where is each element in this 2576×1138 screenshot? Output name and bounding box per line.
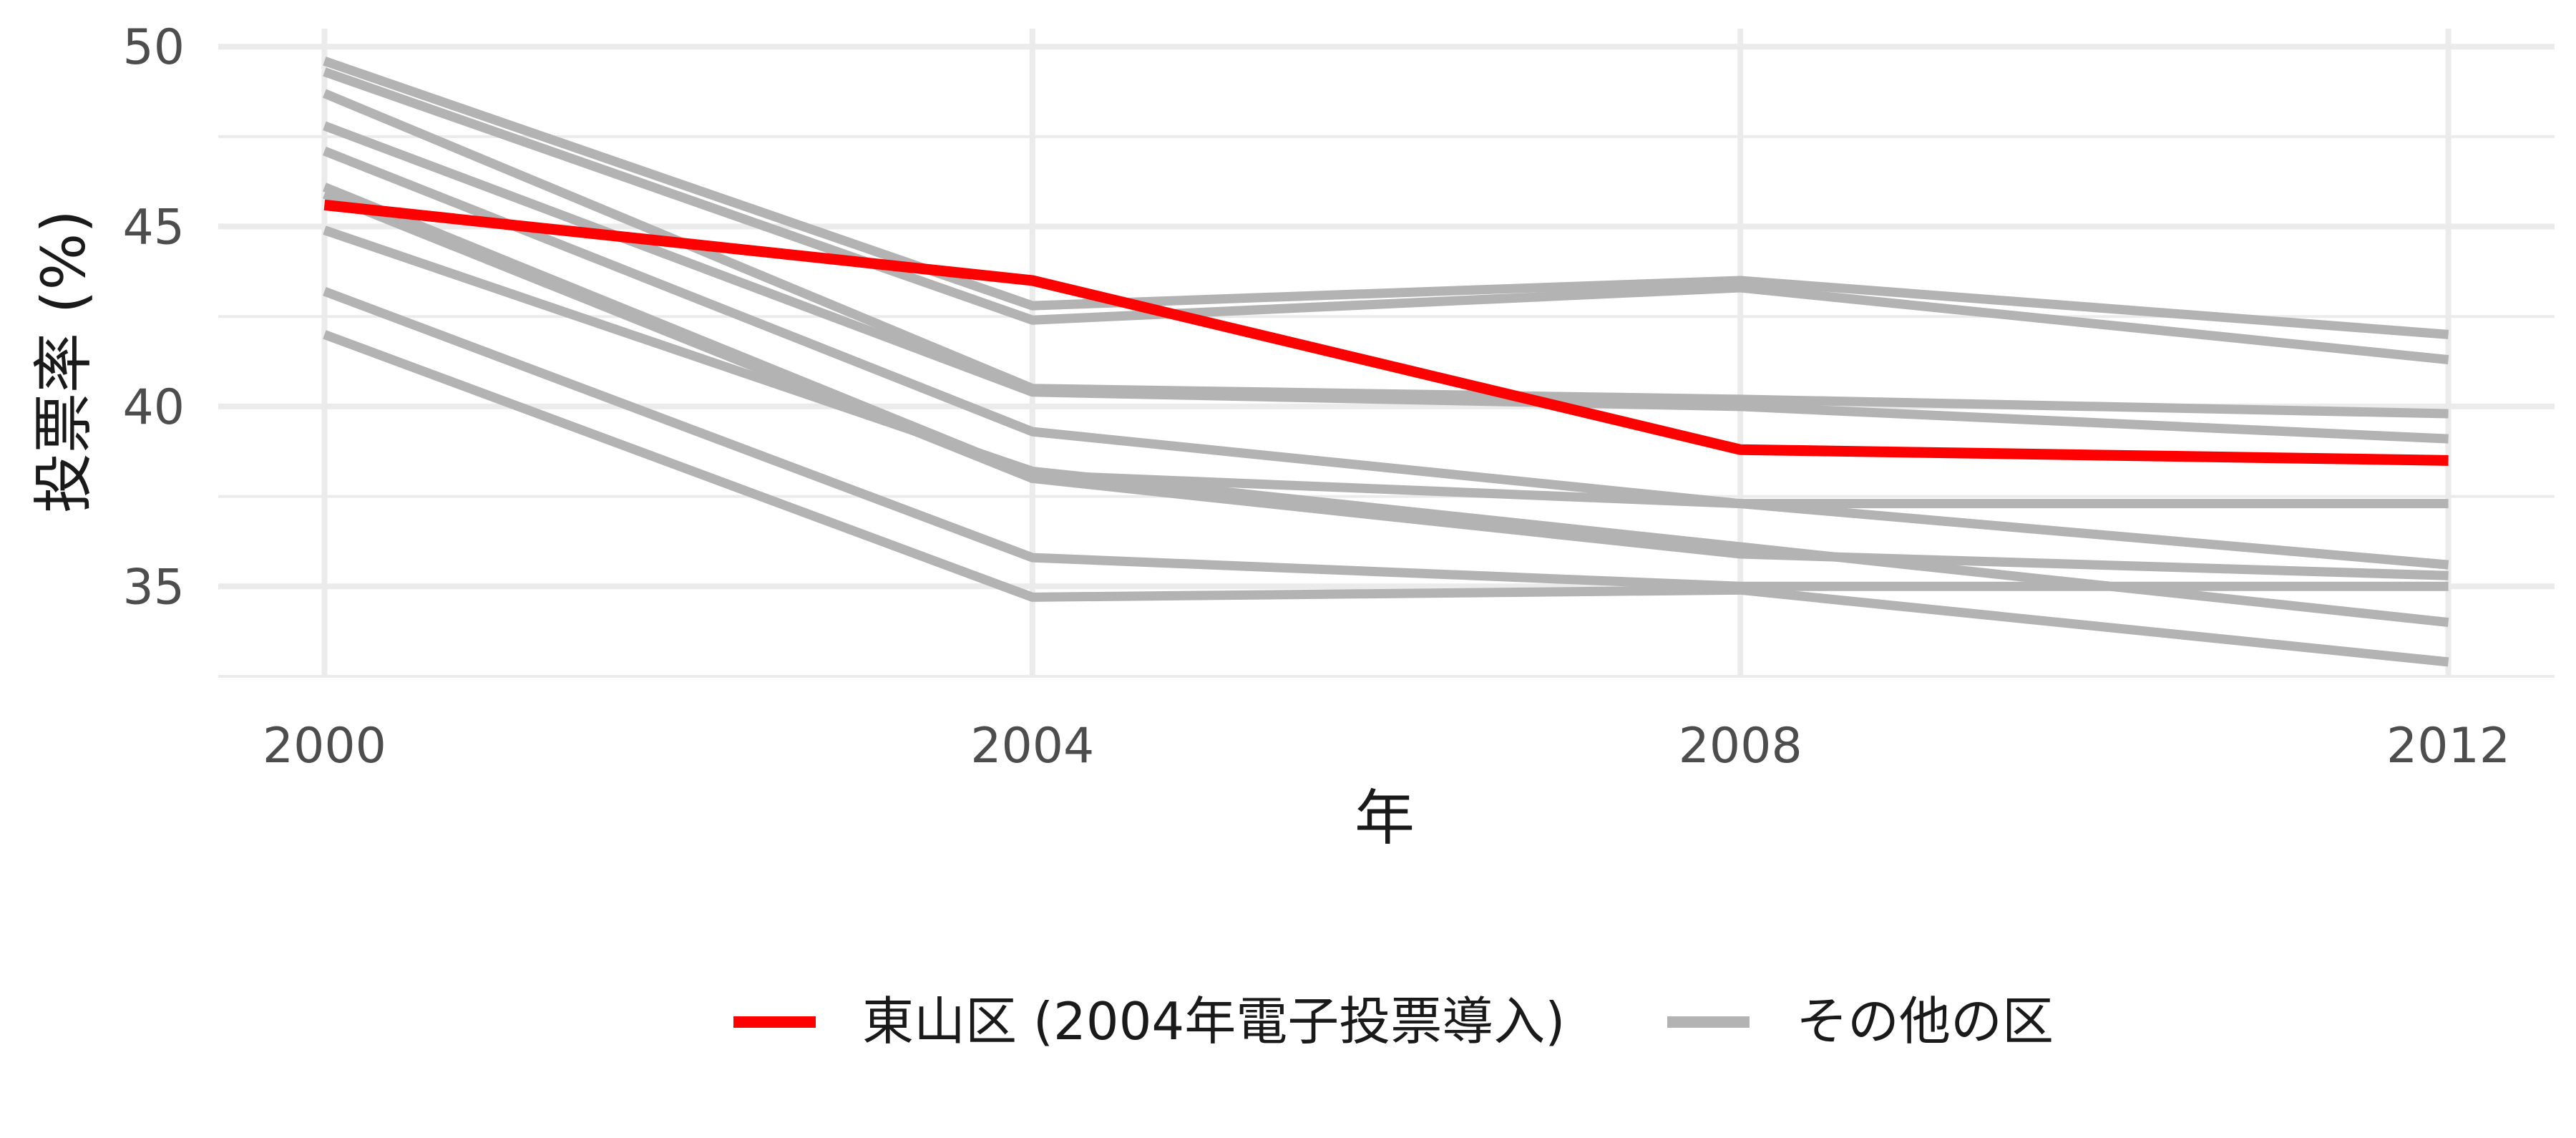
- x-tick-label: 2008: [1679, 718, 1802, 774]
- x-tick-label: 2000: [263, 718, 386, 774]
- x-axis-title: 年: [1355, 783, 1415, 853]
- y-axis-tick-labels: 35 40 45 50: [122, 19, 185, 616]
- y-tick-label: 45: [122, 200, 185, 256]
- series-line-other-ward: [323, 57, 2449, 339]
- legend: 東山区 (2004年電子投票導入) その他の区: [733, 991, 2054, 1051]
- y-tick-label: 35: [122, 559, 185, 616]
- series-line-other-ward: [323, 330, 2449, 667]
- highlight-ward-line: [323, 199, 2449, 466]
- legend-label-other-wards: その他の区: [1796, 991, 2054, 1051]
- x-tick-label: 2004: [970, 718, 1094, 774]
- series-line-other-ward: [323, 121, 2449, 444]
- y-axis-title: 投票率 (%): [29, 210, 99, 513]
- y-tick-label: 40: [122, 379, 185, 436]
- y-tick-label: 50: [122, 19, 185, 76]
- series-line-other-ward: [323, 286, 2449, 591]
- legend-label-highlight-ward: 東山区 (2004年電子投票導入): [862, 991, 1565, 1051]
- series-line-highlight-ward: [323, 199, 2449, 466]
- series-line-other-ward: [323, 67, 2449, 365]
- series-line-other-ward: [323, 146, 2449, 509]
- x-axis-tick-labels: 2000 2004 2008 2012: [263, 718, 2510, 774]
- other-wards-lines: [322, 57, 2449, 667]
- series-line-other-ward: [322, 183, 2449, 570]
- x-tick-label: 2012: [2386, 718, 2510, 774]
- series-line-other-ward: [322, 190, 2449, 580]
